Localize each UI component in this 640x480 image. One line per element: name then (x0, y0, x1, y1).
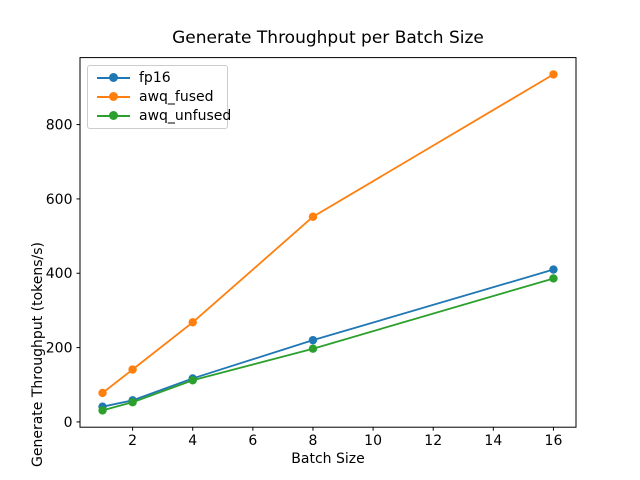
series-line-fp16 (102, 268, 554, 408)
legend-item-fp16: fp16 (97, 69, 227, 87)
x-tick-label: 16 (545, 433, 563, 449)
x-tick-label: 10 (364, 433, 382, 449)
data-point-awq_fused (308, 212, 318, 221)
data-point-awq_fused (188, 318, 197, 327)
series-line-awq_unfused (102, 277, 554, 412)
legend-line-marker-icon (97, 92, 130, 102)
y-tick-label: 0 (64, 415, 73, 431)
data-point-fp16 (308, 335, 318, 345)
x-tick-label: 4 (188, 433, 197, 449)
y-tick-label: 400 (46, 266, 73, 282)
data-point-awq_fused (98, 388, 107, 398)
y-tick-label: 800 (46, 118, 73, 134)
legend-line-marker-icon (97, 73, 130, 83)
legend-dot-icon (109, 92, 118, 101)
y-tick-label: 600 (46, 192, 73, 208)
data-point-awq_unfused (98, 406, 107, 415)
x-tick-label: 12 (424, 433, 442, 449)
data-point-awq_unfused (188, 376, 197, 385)
x-tick-label: 6 (248, 433, 257, 449)
legend-dot-icon (109, 111, 118, 120)
legend-label: fp16 (139, 70, 171, 86)
data-point-awq_unfused (549, 274, 558, 283)
data-point-fp16 (549, 265, 558, 274)
x-tick-label: 2 (128, 433, 137, 449)
legend: fp16 awq_fused awq_unfused (87, 65, 231, 129)
legend-dot-icon (109, 73, 118, 82)
x-axis-label: Batch Size (291, 451, 365, 467)
legend-item-awq-fused: awq_fused (97, 88, 227, 106)
legend-label: awq_fused (139, 89, 214, 105)
x-tick-label: 8 (309, 433, 318, 449)
data-point-awq_unfused (128, 398, 137, 407)
legend-line-marker-icon (97, 111, 130, 121)
x-tick-label: 14 (484, 433, 502, 449)
plot-border (79, 57, 577, 428)
y-axis-label-text: Generate Throughput (tokens/s) (30, 241, 46, 467)
legend-label: awq_unfused (139, 108, 232, 124)
y-tick-label: 200 (46, 341, 73, 357)
data-point-awq_unfused (308, 344, 318, 353)
data-point-awq_fused (128, 365, 137, 374)
data-point-awq_fused (549, 70, 558, 79)
chart-title: Generate Throughput per Batch Size (172, 28, 484, 48)
legend-item-awq-unfused: awq_unfused (97, 107, 231, 125)
